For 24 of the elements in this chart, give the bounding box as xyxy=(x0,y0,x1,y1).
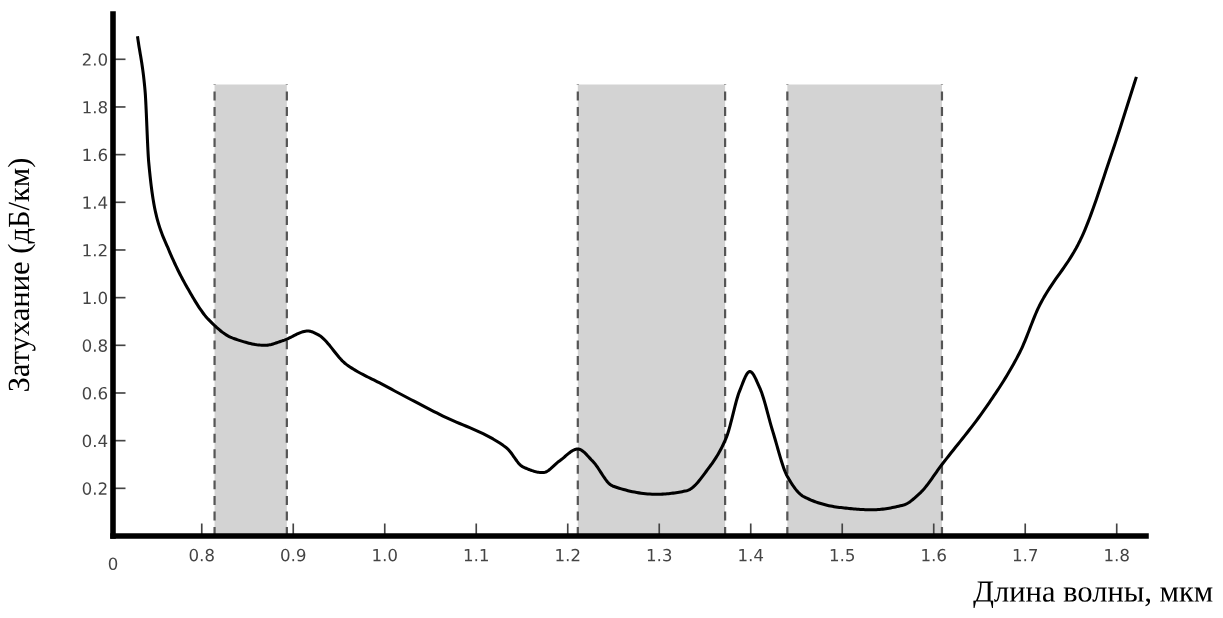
x-tick-label: 1.4 xyxy=(739,549,764,562)
y-tick-label: 1.0 xyxy=(83,291,108,305)
x-tick-label: 0.9 xyxy=(281,548,306,562)
y-tick-label: 1.4 xyxy=(83,196,108,209)
x-tick-label: 1.0 xyxy=(373,548,397,562)
y-tick-label: 0.8 xyxy=(82,339,107,352)
x-tick-label: 1.5 xyxy=(830,549,855,562)
y-axis-title: Затухание (дБ/км) xyxy=(7,158,36,391)
y-tick-label: 1.6 xyxy=(83,148,108,162)
y-tick-label: 1.2 xyxy=(83,243,107,257)
x-tick-label: 1.7 xyxy=(1013,549,1038,562)
x-tick-label: 1.2 xyxy=(556,548,580,562)
x-axis-title: Длина волны, мкм xyxy=(973,581,1213,609)
y-tick-label: 0.4 xyxy=(82,434,108,448)
y-tick-label: 1.8 xyxy=(83,100,107,114)
x-tick-label: 1.3 xyxy=(647,548,672,562)
text: 0 xyxy=(108,557,118,570)
x-tick-label: 1.8 xyxy=(1105,548,1129,562)
x-tick-label: 1.6 xyxy=(922,548,946,562)
y-tick-label: 2.0 xyxy=(82,53,108,66)
y-tick-label: 0.6 xyxy=(82,386,108,400)
x-tick-label: 0.8 xyxy=(189,548,214,562)
x-tick-label: 1.1 xyxy=(464,549,488,562)
y-tick-label: 0.2 xyxy=(82,482,107,495)
